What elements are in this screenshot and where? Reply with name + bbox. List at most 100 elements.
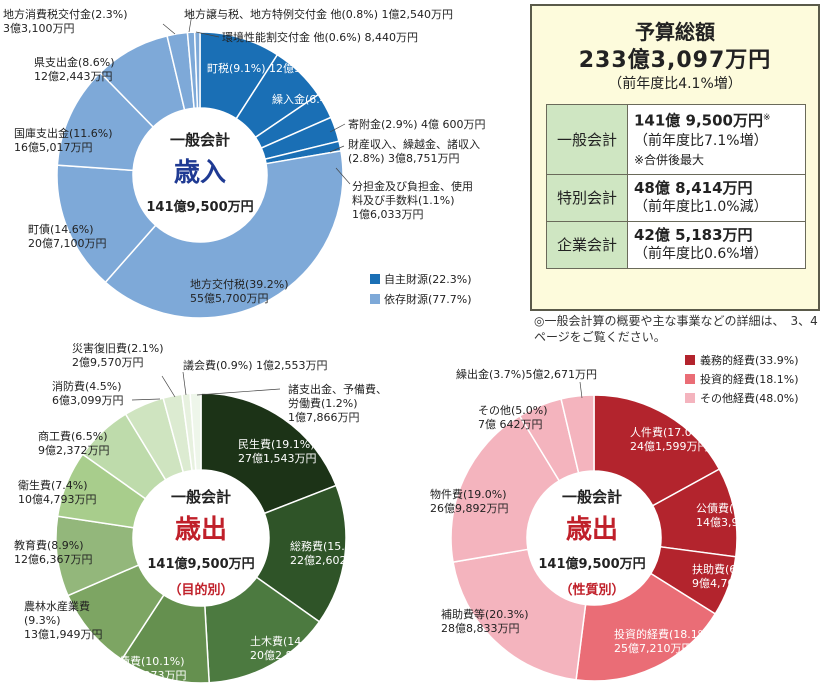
slice-label: 公債費(10.1%)	[696, 501, 773, 515]
slice-label: 6億3,099万円	[52, 394, 124, 407]
leader-line	[195, 31, 220, 38]
slice-label: (2.8%) 3億8,751万円	[348, 152, 460, 165]
slice-label: 料及び手数料(1.1%)	[352, 193, 455, 207]
slice-label: 地方譲与税、地方特例交付金 他(0.8%) 1億2,540万円	[184, 7, 453, 21]
leader-line	[329, 145, 345, 153]
account-row-special: 特別会計 48億 8,414万円 （前年度比1.0%減）	[546, 173, 806, 222]
slice-label: 7億 642万円	[478, 418, 543, 431]
center-subtitle: （性質別）	[559, 582, 624, 598]
account-amount: 141億 9,500万円	[634, 111, 763, 130]
slice-label: 2億9,570万円	[72, 356, 144, 369]
slice-label: 補助費等(20.3%)	[441, 607, 529, 621]
slice-label: 1億6,033万円	[352, 208, 424, 221]
slice-label: 14億3,973万円	[108, 669, 187, 682]
account-amount: 42億 5,183万円	[634, 225, 753, 244]
slice-label: 教育費(8.9%)	[14, 538, 84, 552]
account-mark: ※	[762, 113, 771, 123]
slice-label: 24億1,599万円	[630, 440, 709, 453]
center-amount: 141億9,500万円	[538, 556, 645, 572]
account-row-general: 一般会計 141億 9,500万円※ （前年度比7.1%増） ※合併後最大	[546, 104, 806, 175]
slice-label: 国庫支出金(11.6%)	[14, 126, 113, 140]
slice-label: 3億3,100万円	[3, 22, 75, 35]
slice-label: 22億2,602万円	[290, 554, 369, 567]
legend-swatch	[685, 355, 695, 365]
slice-label: 55億5,700万円	[190, 292, 269, 305]
center-amount: 141億9,500万円	[147, 556, 254, 572]
leader-line	[182, 371, 187, 396]
slice-label: 財産収入、繰越金、諸収入	[348, 137, 480, 151]
slice-label: 25億7,210万円	[614, 642, 693, 655]
legend-swatch	[370, 294, 380, 304]
slice-label: 12億2,443万円	[34, 70, 113, 83]
slice-label: 12億6,367万円	[14, 553, 93, 566]
leader-line	[186, 13, 193, 33]
leader-line	[335, 167, 351, 185]
pie-slice	[200, 392, 338, 515]
slice-label: 町税(9.1%) 12億9,276万円	[207, 61, 348, 75]
leader-line	[579, 381, 583, 399]
slice-label: 農林水産業費	[24, 599, 90, 613]
slice-label: 9億2,372万円	[38, 444, 110, 457]
pie-slice	[450, 414, 561, 564]
slice-label: 消防費(4.5%)	[52, 379, 122, 393]
summary-footnote: ◎一般会計算の概要や主な事業などの詳細は、 3、4ページをご覧ください。	[534, 314, 818, 344]
slice-label: 分担金及び負担金、使用	[352, 179, 473, 193]
slice-label: 20億7,100万円	[28, 237, 107, 250]
slice-label: 議会費(0.9%) 1億2,553万円	[183, 358, 328, 372]
budget-summary-box: 予算総額 233億3,097万円 （前年度比4.1%増） 一般会計 141億 9…	[530, 4, 820, 311]
slice-label: 環境性能割交付金 他(0.6%) 8,440万円	[222, 30, 418, 44]
slice-label: 扶助費(6.8%)	[692, 562, 762, 576]
slice-label: 土木費(14.3%)	[250, 634, 327, 648]
legend-label: 自主財源(22.3%)	[384, 272, 472, 286]
slice-label: 公債費(10.1%)	[108, 654, 185, 668]
account-yoy: （前年度比0.6%増）	[634, 245, 768, 262]
slice-label: 1億7,866万円	[288, 411, 360, 424]
account-note: ※合併後最大	[634, 152, 705, 167]
slice-label: 災害復旧費(2.1%)	[72, 341, 164, 355]
slice-label: 寄附金(2.9%) 4億 600万円	[348, 117, 486, 131]
center-heading: 歳出	[175, 515, 227, 545]
slice-label: 20億2,813万円	[250, 649, 329, 662]
legend-label: 依存財源(77.7%)	[384, 292, 472, 306]
center-heading: 歳入	[174, 158, 226, 188]
leader-line	[162, 23, 176, 35]
account-name: 一般会計	[546, 104, 628, 175]
legend-label: 義務的経費(33.9%)	[700, 353, 799, 367]
legend-label: その他経費(48.0%)	[700, 391, 799, 405]
slice-label: 繰出金(3.7%)5億2,671万円	[456, 367, 597, 381]
slice-label: 14億3,953万円	[696, 516, 775, 529]
summary-yoy: （前年度比4.1%増）	[608, 76, 742, 92]
donut-hole	[133, 108, 267, 242]
legend-swatch	[685, 374, 695, 384]
center-subtitle: （目的別）	[168, 582, 233, 598]
slice-label: 投資的経費(18.1%)	[614, 627, 713, 641]
account-name: 企業会計	[546, 220, 628, 269]
slice-label: 労働費(1.2%)	[288, 396, 358, 410]
center-title: 一般会計	[171, 488, 231, 506]
summary-total: 233億3,097万円	[578, 48, 772, 73]
account-amount: 48億 8,414万円	[634, 178, 753, 197]
accounts-table: 一般会計 141億 9,500万円※ （前年度比7.1%増） ※合併後最大 特別…	[546, 104, 806, 269]
account-name: 特別会計	[546, 173, 628, 222]
slice-label: 衛生費(7.4%)	[18, 478, 88, 492]
slice-label: 民生費(19.1%)	[238, 437, 315, 451]
summary-title: 予算総額	[635, 20, 715, 44]
leader-line	[196, 388, 281, 396]
legend-label: 投資的経費(18.1%)	[700, 372, 799, 386]
center-title: 一般会計	[562, 488, 622, 506]
slice-label: 商工費(6.5%)	[38, 429, 108, 443]
slice-label: 27億1,543万円	[238, 452, 317, 465]
legend-swatch	[685, 393, 695, 403]
slice-label: 物件費(19.0%)	[430, 487, 507, 501]
center-title: 一般会計	[170, 131, 230, 149]
slice-label: 諸支出金、予備費、	[288, 382, 387, 396]
leader-line	[329, 123, 346, 133]
slice-label: 地方交付税(39.2%)	[190, 277, 289, 291]
account-yoy: （前年度比1.0%減）	[634, 198, 768, 215]
slice-label: 16億5,017万円	[14, 141, 93, 154]
legend-swatch	[370, 274, 380, 284]
center-heading: 歳出	[566, 515, 618, 545]
slice-label: 県支出金(8.6%)	[34, 55, 115, 69]
slice-label: 26億9,892万円	[430, 502, 509, 515]
